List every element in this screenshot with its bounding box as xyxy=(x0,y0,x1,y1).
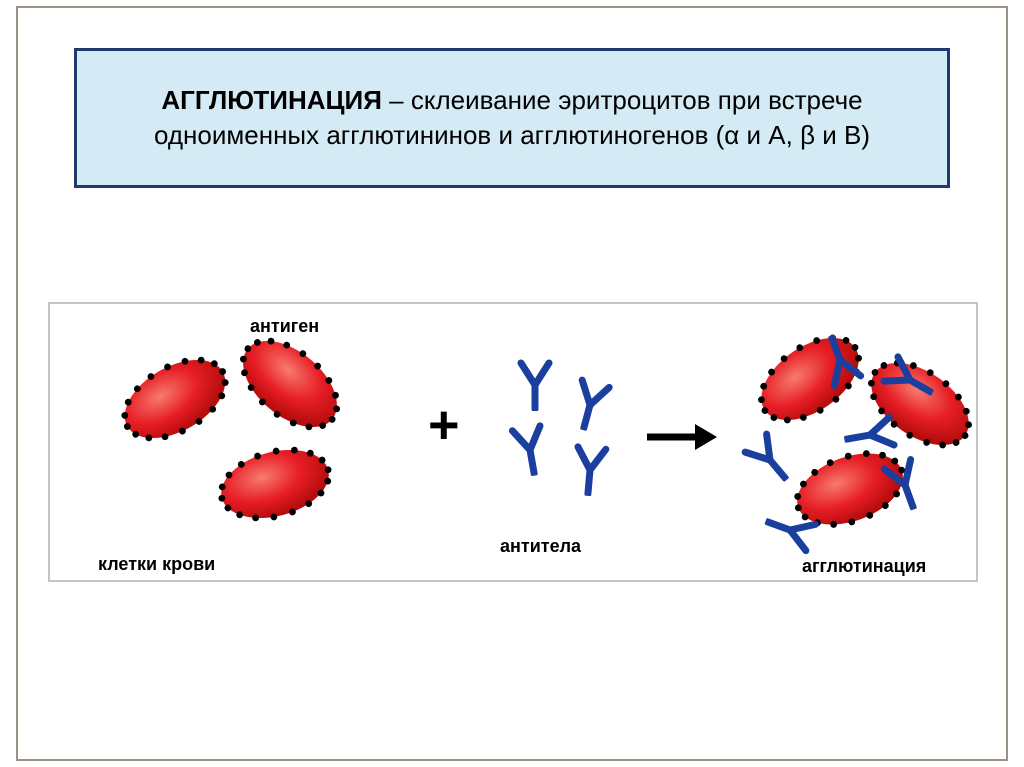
title-bold: АГГЛЮТИНАЦИЯ xyxy=(161,85,382,115)
diagram-box: антиген клетки крови антитела агглютинац… xyxy=(48,302,978,582)
label-antigen: антиген xyxy=(250,316,319,337)
plus-symbol: + xyxy=(428,394,460,456)
antibody-icon xyxy=(568,442,612,497)
title-text: АГГЛЮТИНАЦИЯ – склеивание эритроцитов пр… xyxy=(107,83,917,153)
antibody-icon xyxy=(564,375,616,436)
antibody-icon xyxy=(515,359,555,411)
label-agglutination: агглютинация xyxy=(802,556,926,577)
antibody-icon xyxy=(506,421,554,479)
label-antibodies: антитела xyxy=(500,536,581,557)
label-blood-cells: клетки крови xyxy=(98,554,215,575)
title-box: АГГЛЮТИНАЦИЯ – склеивание эритроцитов пр… xyxy=(74,48,950,188)
blood-cell xyxy=(201,424,350,545)
arrow-symbol xyxy=(645,404,717,466)
